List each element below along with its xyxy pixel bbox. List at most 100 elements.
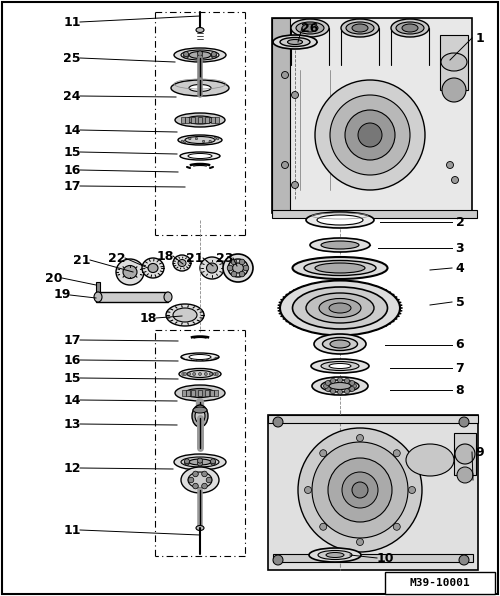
Ellipse shape: [321, 380, 359, 392]
Text: 25: 25: [63, 51, 81, 64]
Circle shape: [198, 51, 202, 56]
Circle shape: [182, 372, 185, 375]
Text: 15: 15: [63, 145, 81, 159]
Circle shape: [198, 54, 202, 59]
Circle shape: [181, 140, 184, 142]
Circle shape: [304, 486, 312, 493]
Circle shape: [188, 477, 194, 483]
Text: 7: 7: [456, 362, 464, 374]
Bar: [272, 210, 477, 218]
Ellipse shape: [223, 254, 253, 282]
Bar: [215, 117, 219, 123]
Bar: [214, 390, 218, 396]
Circle shape: [210, 459, 216, 464]
Ellipse shape: [171, 80, 229, 96]
Text: 5: 5: [456, 296, 464, 309]
Text: 23: 23: [216, 252, 234, 265]
Circle shape: [352, 482, 368, 498]
Circle shape: [328, 458, 392, 522]
Ellipse shape: [187, 371, 213, 377]
Ellipse shape: [181, 457, 219, 467]
Bar: [198, 117, 202, 123]
Bar: [186, 390, 190, 396]
Text: 16: 16: [64, 163, 80, 176]
Ellipse shape: [288, 39, 302, 45]
Ellipse shape: [174, 48, 226, 62]
Ellipse shape: [228, 259, 248, 277]
Circle shape: [326, 386, 330, 392]
Text: 17: 17: [63, 334, 81, 346]
Circle shape: [315, 80, 425, 190]
Ellipse shape: [310, 238, 370, 252]
Circle shape: [204, 372, 208, 375]
Circle shape: [350, 380, 354, 386]
Ellipse shape: [391, 19, 429, 37]
Bar: [210, 390, 214, 396]
Circle shape: [298, 428, 422, 552]
Circle shape: [326, 380, 330, 386]
Circle shape: [192, 471, 198, 477]
Text: 14: 14: [63, 123, 81, 136]
Text: 24: 24: [63, 89, 81, 103]
Ellipse shape: [312, 377, 368, 395]
Ellipse shape: [329, 303, 351, 313]
Text: 11: 11: [63, 523, 81, 536]
Bar: [268, 415, 478, 423]
Text: 20: 20: [45, 272, 63, 284]
Ellipse shape: [181, 467, 219, 493]
Ellipse shape: [166, 304, 204, 326]
Circle shape: [330, 378, 336, 383]
Circle shape: [202, 471, 207, 477]
Circle shape: [442, 78, 466, 102]
Circle shape: [312, 442, 408, 538]
Ellipse shape: [315, 263, 365, 273]
Ellipse shape: [192, 405, 208, 427]
Circle shape: [198, 458, 202, 463]
Circle shape: [184, 459, 190, 464]
Ellipse shape: [186, 116, 214, 124]
Ellipse shape: [441, 53, 467, 71]
Ellipse shape: [280, 38, 310, 46]
Ellipse shape: [189, 51, 211, 58]
Circle shape: [210, 372, 212, 375]
Circle shape: [345, 110, 395, 160]
Circle shape: [195, 137, 198, 140]
Ellipse shape: [330, 340, 350, 348]
Ellipse shape: [232, 263, 243, 273]
Circle shape: [210, 460, 216, 465]
Ellipse shape: [319, 299, 361, 318]
Ellipse shape: [178, 259, 186, 266]
Circle shape: [330, 95, 410, 175]
Text: 26: 26: [302, 21, 318, 35]
Ellipse shape: [94, 292, 102, 302]
Circle shape: [452, 176, 458, 184]
Ellipse shape: [322, 337, 358, 350]
Circle shape: [320, 523, 326, 530]
Circle shape: [184, 140, 186, 142]
Circle shape: [206, 477, 212, 483]
Circle shape: [212, 52, 216, 57]
Circle shape: [273, 555, 283, 565]
Circle shape: [324, 383, 328, 389]
Ellipse shape: [314, 334, 366, 354]
Ellipse shape: [292, 287, 388, 329]
Circle shape: [212, 53, 216, 58]
Circle shape: [338, 390, 342, 395]
Circle shape: [184, 460, 190, 465]
Bar: [273, 554, 473, 562]
Ellipse shape: [318, 551, 352, 560]
Text: 13: 13: [64, 418, 80, 430]
Ellipse shape: [200, 257, 224, 279]
Bar: [272, 18, 290, 213]
Circle shape: [188, 138, 191, 140]
Bar: [185, 117, 189, 123]
Circle shape: [459, 555, 469, 565]
Text: 21: 21: [186, 252, 204, 265]
Ellipse shape: [175, 385, 225, 401]
Text: 19: 19: [54, 288, 70, 302]
Circle shape: [198, 461, 202, 466]
Bar: [198, 390, 202, 396]
Circle shape: [184, 372, 187, 375]
Ellipse shape: [341, 19, 379, 37]
Circle shape: [457, 467, 473, 483]
